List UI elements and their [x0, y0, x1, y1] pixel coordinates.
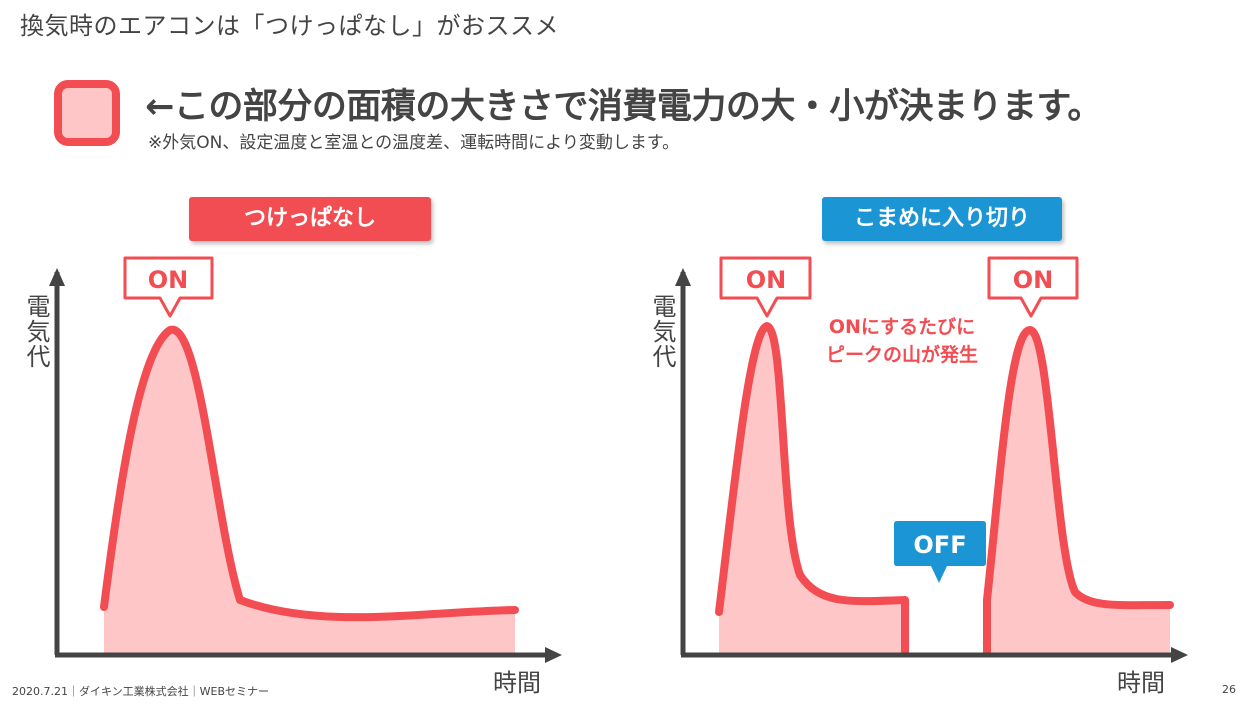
right-on-callout-1: ON: [719, 256, 812, 318]
page-number: 26: [1222, 683, 1236, 696]
left-y-axis-label: 電気代: [22, 294, 50, 369]
left-x-arrowhead: [545, 647, 562, 663]
headline: ←この部分の面積の大きさで消費電力の大・小が決まります。: [145, 87, 1102, 127]
right-y-axis-label: 電気代: [648, 294, 676, 369]
slide-title: 換気時のエアコンは「つけっぱなし」がおススメ: [20, 12, 559, 40]
left-area-fill: [104, 329, 515, 653]
right-on-callout-2: ON: [987, 256, 1079, 318]
always-on-label: つけっぱなし: [189, 197, 431, 241]
right-power-curve-2: [983, 326, 1174, 657]
right-on-text-2: ON: [1013, 266, 1054, 294]
peak-note-line2: ピークの山が発生: [825, 344, 978, 366]
left-x-axis-label: 時間: [493, 669, 541, 697]
footer-text: 2020.7.21｜ダイキン工業株式会社｜WEBセミナー: [12, 685, 270, 698]
right-x-axis-label: 時間: [1117, 669, 1165, 697]
peak-note-line1: ONにするたびに: [828, 316, 976, 338]
left-y-arrowhead: [49, 268, 65, 286]
right-area-fill-2: [987, 330, 1170, 653]
frequent-toggle-label: こまめに入り切り: [822, 197, 1062, 241]
legend-area-swatch: [54, 80, 120, 146]
left-on-text: ON: [148, 266, 189, 294]
note-text: ※外気ON、設定温度と室温との温度差、運転時間により変動します。: [148, 133, 680, 153]
right-area-fill-1: [719, 326, 905, 653]
right-x-arrowhead: [1171, 647, 1188, 663]
left-power-curve: [100, 325, 519, 622]
off-callout: OFF: [894, 521, 986, 583]
off-text: OFF: [913, 531, 966, 559]
right-power-curve-1: [715, 322, 909, 657]
right-y-arrowhead: [675, 268, 691, 286]
peak-note: ONにするたびに ピークの山が発生: [812, 313, 992, 369]
right-on-text-1: ON: [746, 266, 787, 294]
left-on-callout: ON: [123, 256, 214, 318]
